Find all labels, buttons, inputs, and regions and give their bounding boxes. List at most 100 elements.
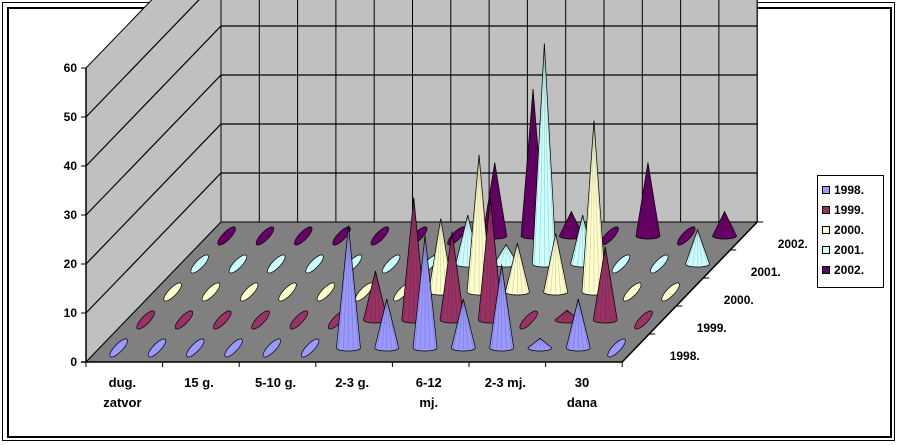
cone-shade	[451, 231, 458, 321]
cone-flat	[163, 282, 182, 302]
cone-shade	[555, 233, 562, 293]
cone-shade	[463, 298, 469, 349]
cone-shade	[365, 270, 376, 321]
cone-shade	[545, 233, 556, 293]
y-tick-label: 0	[70, 355, 77, 369]
cone-shade	[484, 197, 491, 321]
cone-shade	[544, 43, 555, 265]
cone-shade	[479, 197, 491, 321]
cone-shade	[419, 235, 426, 349]
cone-shade	[550, 233, 556, 293]
cone	[565, 298, 591, 352]
cone-shade	[577, 298, 584, 349]
cone-shade	[604, 246, 611, 321]
depth-label: 1999.	[697, 321, 727, 335]
cone-shade	[539, 338, 546, 350]
cone-shade	[451, 231, 463, 321]
cone-shade	[567, 298, 579, 349]
cone-shade	[561, 310, 568, 322]
cone-shade	[500, 244, 507, 265]
cone-shade	[452, 298, 464, 349]
cone-shade	[457, 214, 469, 265]
gridline	[85, 25, 758, 167]
cone-shade	[424, 235, 436, 349]
x-tick-label: dug.	[109, 375, 136, 390]
legend-swatch	[822, 266, 830, 274]
cone	[592, 246, 618, 324]
cone-shade	[370, 270, 376, 321]
cone-shade	[637, 162, 649, 237]
cone-flat	[251, 310, 270, 330]
cone-flat	[186, 338, 205, 358]
x-tick-label: mj.	[419, 395, 438, 410]
cone-flat	[262, 338, 282, 358]
cone-shade	[463, 298, 474, 349]
cone-flat	[289, 310, 309, 330]
legend-item: 1999.	[822, 200, 883, 220]
legend-swatch	[822, 246, 830, 254]
y-tick-label: 20	[64, 257, 78, 271]
cone-shade	[511, 242, 518, 293]
x-tick-label: 30	[575, 375, 589, 390]
depth-label: 1998.	[670, 349, 700, 363]
cone-shade	[424, 235, 431, 349]
cone-flat	[519, 310, 538, 330]
cone-shade	[473, 154, 480, 293]
cone-shade	[538, 43, 545, 265]
gridline	[85, 0, 200, 118]
cone-shade	[599, 246, 606, 321]
cone-flat	[370, 226, 390, 246]
cone-flat	[255, 226, 275, 246]
cone-shade	[724, 211, 735, 238]
cone-shade	[408, 197, 415, 321]
cone-shade	[572, 214, 583, 265]
legend-item: 2002.	[822, 260, 883, 280]
cone-flat	[611, 254, 631, 274]
cone-shade	[505, 244, 512, 265]
cone-shade	[556, 309, 568, 322]
cone-shade	[583, 120, 595, 293]
depth-label: 2002.	[778, 237, 808, 251]
cone-shade	[697, 229, 703, 265]
cone-flat	[332, 226, 351, 246]
cone-shade	[555, 233, 567, 293]
cone	[635, 162, 661, 240]
cone-flat	[213, 310, 232, 330]
cone-shade	[565, 211, 572, 237]
cone	[685, 228, 710, 268]
legend-item: 2001.	[822, 240, 883, 260]
cone-shade	[403, 197, 415, 321]
cone-flat	[316, 282, 336, 302]
cone-shade	[343, 225, 349, 349]
cone	[543, 233, 569, 296]
depth-label: 2001.	[751, 265, 781, 279]
cone-shade	[522, 88, 534, 237]
cone-flat	[174, 310, 194, 330]
x-tick-label: 2-3 mj.	[485, 375, 526, 390]
chart-legend: 1998. 1999. 2000. 2001. 2002.	[817, 175, 884, 288]
cone-shade	[647, 162, 659, 237]
cone-flat	[294, 226, 313, 246]
cone	[450, 298, 476, 352]
cone-flat	[300, 338, 320, 358]
cone-shade	[687, 229, 698, 265]
cone	[489, 264, 515, 352]
cone-flat	[147, 338, 167, 358]
legend-item: 1998.	[822, 180, 883, 200]
cone-flat	[305, 254, 324, 274]
cone-flat	[677, 226, 696, 246]
cone-shade	[414, 235, 426, 349]
cone-shade	[501, 264, 508, 349]
cone-shade	[588, 120, 595, 293]
cone-shade	[724, 211, 730, 237]
cone-flat	[267, 254, 286, 274]
cone-shade	[495, 244, 507, 266]
cone-flat	[228, 254, 248, 274]
cone-shade	[572, 298, 579, 349]
cone-shade	[539, 337, 551, 350]
cone-shade	[484, 162, 496, 237]
legend-swatch	[822, 226, 830, 234]
cone-shade	[348, 225, 359, 349]
cone-flat	[136, 310, 155, 330]
cone-shade	[594, 246, 606, 321]
